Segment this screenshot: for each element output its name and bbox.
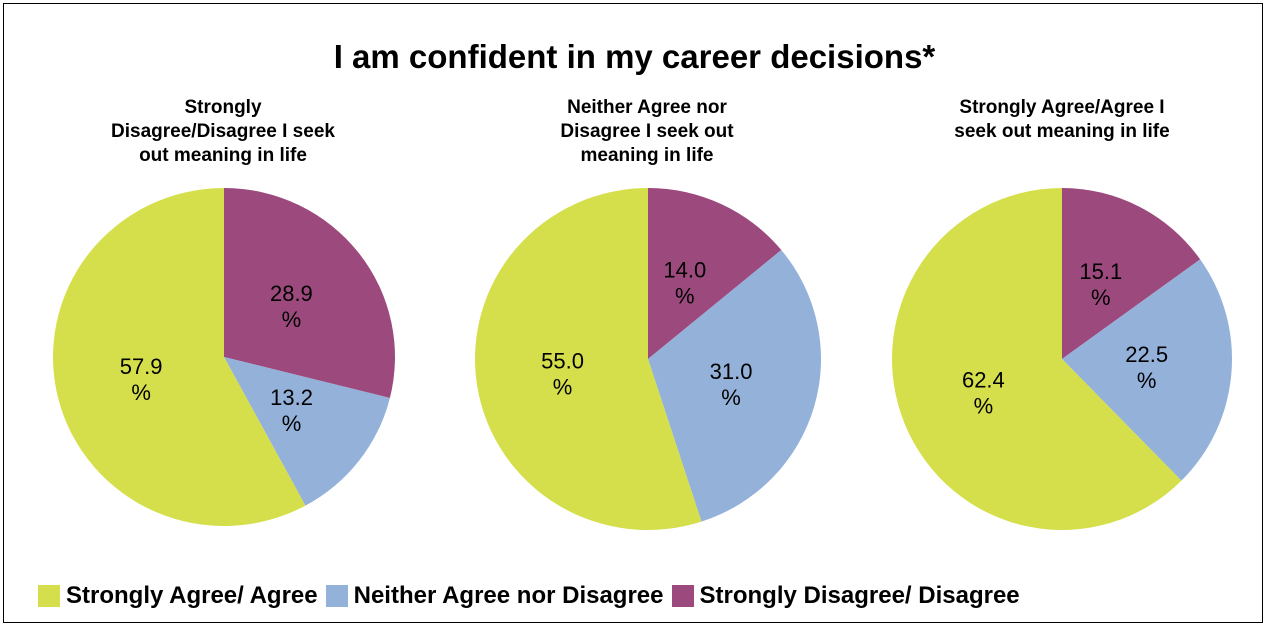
slice-data-label: 22.5% [1125,342,1168,393]
legend-swatch [38,585,60,607]
slice-data-label: 13.2% [270,385,313,436]
slice-data-label: 55.0% [541,348,584,399]
slice-label-line: % [131,380,151,405]
pie-slice [1062,188,1201,359]
pie-title-line: Neither Agree nor [567,97,727,118]
legend-item-neither: Neither Agree nor Disagree [325,582,664,610]
slice-data-label: 57.9% [120,354,163,405]
pie-slice [475,188,702,530]
slice-label-line: % [1091,285,1111,310]
legend-swatch [671,585,694,607]
pie-title-3: Strongly Agree/Agree I seek out meaning … [897,96,1227,144]
slice-label-line: 14.0 [663,258,706,283]
legend-item-agree: Strongly Agree/ Agree [38,582,318,610]
slice-label-line: 55.0 [541,348,584,373]
slice-label-line: % [282,411,302,436]
pie-title-line: out meaning in life [139,145,307,166]
slice-data-label: 62.4% [962,367,1005,418]
pie-title-line: Disagree/Disagree I seek [111,121,335,142]
chart-legend: Strongly Agree/ Agree Neither Agree nor … [38,580,1028,612]
legend-label: Strongly Disagree/ Disagree [699,582,1020,609]
legend-item-disagree: Strongly Disagree/ Disagree [671,582,1020,610]
slice-label-line: % [1137,368,1157,393]
slice-label-line: % [974,393,994,418]
pie-slice [52,188,306,526]
slice-label-line: 15.1 [1079,259,1122,284]
pie-title-line: seek out meaning in life [954,121,1170,142]
chart-title: I am confident in my career decisions* [333,38,936,75]
slice-data-label: 14.0% [663,258,706,309]
pie-chart-1: 28.9 %13.2 %57.9% [52,188,396,526]
pie-title-line: Strongly [184,97,262,118]
slice-label-line: % [675,284,695,309]
slice-label-line: 62.4 [962,367,1005,392]
slice-label-line: 13.2 [270,385,313,410]
slice-data-label: 28.9% [270,281,313,332]
slice-label-line: % [721,385,741,410]
slice-label-line: 31.0 [710,359,753,384]
pie-chart-2: 14.0 %31.0 %55.0% [475,188,821,530]
pie-title-2: Neither Agree nor Disagree I seek out me… [482,96,812,168]
pie-title-line: Disagree I seek out [560,121,734,142]
pie-title-line: Strongly Agree/Agree I [959,97,1165,118]
pie-slice [892,188,1182,530]
pie-slice [648,250,821,522]
legend-label: Neither Agree nor Disagree [353,582,664,609]
pie-slice [224,357,390,506]
slice-label-line: % [282,307,302,332]
pie-slice [224,188,396,398]
pie-slice [1062,259,1232,481]
slice-label-line: % [553,374,573,399]
pie-title-line: meaning in life [580,145,714,166]
pie-title-1: Strongly Disagree/Disagree I seek out me… [58,96,388,168]
slice-data-label: 15.1% [1079,259,1122,310]
slice-data-label: 31.0% [710,359,753,410]
pie-chart-3: 15.1 %22.5 %62.4% [892,188,1232,530]
legend-label: Strongly Agree/ Agree [66,582,318,609]
slice-label-line: 28.9 [270,281,313,306]
legend-swatch [325,585,348,607]
slice-label-line: 57.9 [120,354,163,379]
slice-label-line: 22.5 [1125,342,1168,367]
pie-slice [648,188,782,359]
